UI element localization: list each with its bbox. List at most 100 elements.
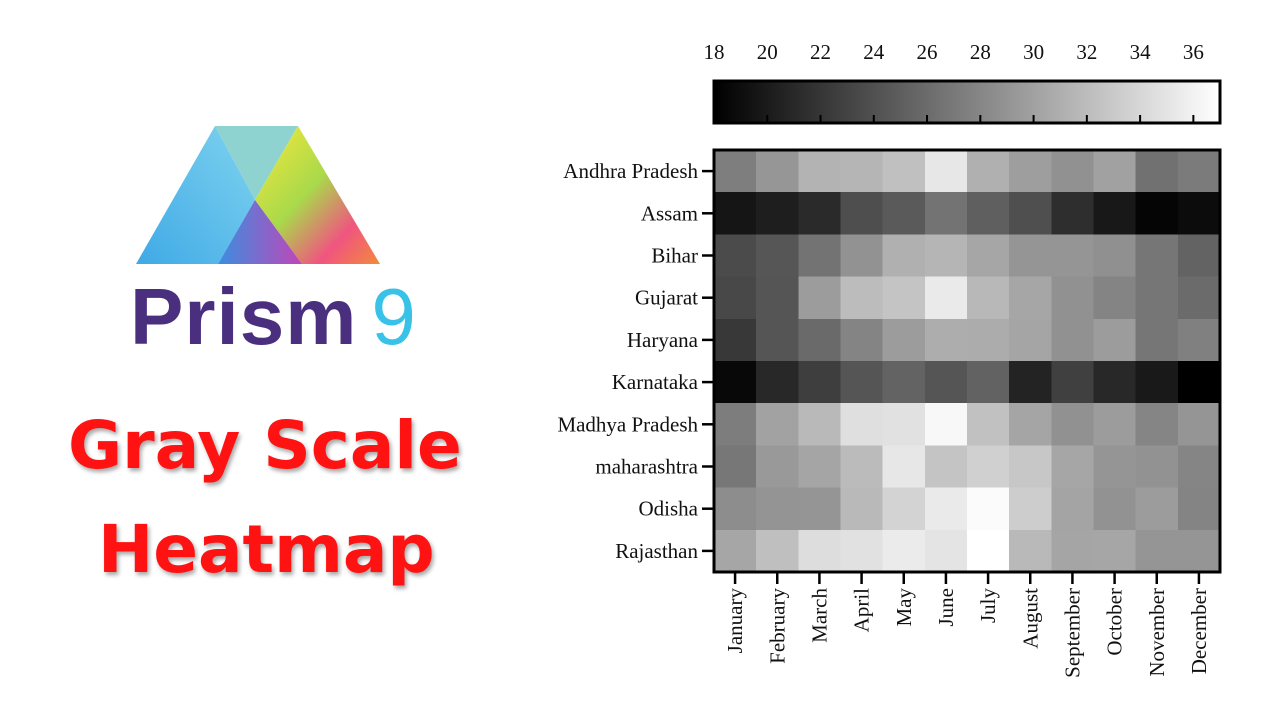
heatmap-cell xyxy=(1177,361,1221,404)
colorbar-tick-label: 28 xyxy=(970,40,991,64)
column-label: October xyxy=(1103,588,1127,656)
heatmap-cell xyxy=(1093,529,1137,573)
heatmap-cell xyxy=(756,276,799,320)
column-label: July xyxy=(976,588,1000,624)
heatmap-cell xyxy=(882,192,926,235)
heatmap-cell xyxy=(1009,192,1052,235)
heatmap-cell xyxy=(967,276,1010,320)
heatmap-cell xyxy=(1177,445,1221,489)
heatmap-cell xyxy=(840,529,884,573)
heatmap-cell xyxy=(967,361,1010,404)
headline-line-2: Heatmap xyxy=(98,511,435,588)
row-label: Andhra Pradesh xyxy=(563,159,698,183)
heatmap-cell xyxy=(1177,487,1221,531)
heatmap-cell xyxy=(798,192,842,235)
colorbar-tick-label: 20 xyxy=(757,40,778,64)
heatmap-cell xyxy=(924,150,968,193)
row-label: Rajasthan xyxy=(615,539,698,563)
colorbar-tick-label: 34 xyxy=(1130,40,1152,64)
heatmap-cell xyxy=(840,276,884,320)
heatmap-cell xyxy=(1009,234,1052,278)
headline-line-1: Gray Scale xyxy=(68,407,462,484)
heatmap-cell xyxy=(756,445,799,489)
heatmap-cell xyxy=(1051,403,1095,446)
row-label: Assam xyxy=(641,201,698,225)
heatmap-cell xyxy=(1135,318,1179,362)
row-label: maharashtra xyxy=(595,455,698,479)
heatmap-cell xyxy=(756,234,799,278)
heatmap-cell xyxy=(756,318,799,362)
heatmap-cell xyxy=(967,529,1010,573)
heatmap-frame xyxy=(712,148,1222,574)
heatmap-cell xyxy=(1135,150,1179,193)
heatmap-cell xyxy=(1135,529,1179,573)
heatmap-cell xyxy=(714,150,757,193)
column-label: January xyxy=(723,588,747,654)
colorbar-tick-label: 24 xyxy=(863,40,885,64)
heatmap-cell xyxy=(882,150,926,193)
heatmap-cell xyxy=(840,234,884,278)
heatmap-cell xyxy=(967,487,1010,531)
column-label: February xyxy=(765,588,789,664)
heatmap-cell xyxy=(1177,234,1221,278)
heatmap-cell xyxy=(798,445,842,489)
colorbar-tick-label: 26 xyxy=(917,40,938,64)
heatmap-cell xyxy=(1135,361,1179,404)
heatmap-cell xyxy=(1009,487,1052,531)
row-label: Madhya Pradesh xyxy=(557,412,698,436)
row-label: Gujarat xyxy=(635,286,698,310)
heatmap-cell xyxy=(967,318,1010,362)
brand-version: 9 xyxy=(371,272,417,361)
heatmap-cell xyxy=(756,487,799,531)
heatmap-cell xyxy=(714,361,757,404)
heatmap-cell xyxy=(967,150,1010,193)
heatmap-cell xyxy=(967,403,1010,446)
heatmap-cell xyxy=(924,361,968,404)
heatmap-cell xyxy=(924,487,968,531)
heatmap-cell xyxy=(1093,487,1137,531)
heatmap-cell xyxy=(798,234,842,278)
heatmap-cell xyxy=(1093,150,1137,193)
heatmap-cell xyxy=(1051,192,1095,235)
heatmap-cell xyxy=(840,318,884,362)
row-label: Odisha xyxy=(639,497,699,521)
heatmap-cell xyxy=(798,276,842,320)
row-label: Karnataka xyxy=(612,370,699,394)
heatmap-cell xyxy=(714,192,757,235)
heatmap-cell xyxy=(1135,276,1179,320)
heatmap-cell xyxy=(798,487,842,531)
heatmap-cell xyxy=(1177,403,1221,446)
heatmap-cell xyxy=(840,361,884,404)
heatmap-cell xyxy=(924,318,968,362)
heatmap-cell xyxy=(1009,403,1052,446)
column-label: May xyxy=(892,588,916,627)
heatmap-cell xyxy=(882,276,926,320)
heatmap-cell xyxy=(1093,234,1137,278)
heatmap-cell xyxy=(1177,150,1221,193)
colorbar xyxy=(712,79,1222,125)
heatmap-cell xyxy=(924,192,968,235)
heatmap-cell xyxy=(840,192,884,235)
heatmap-cell xyxy=(1177,529,1221,573)
heatmap-cell xyxy=(840,403,884,446)
row-label: Bihar xyxy=(651,244,698,268)
heatmap-cell xyxy=(967,234,1010,278)
heatmap-cell xyxy=(840,445,884,489)
heatmap-cell xyxy=(714,318,757,362)
heatmap-cell xyxy=(924,403,968,446)
heatmap-cell xyxy=(1051,445,1095,489)
heatmap-cell xyxy=(714,529,757,573)
heatmap-cell xyxy=(1009,361,1052,404)
heatmap-cell xyxy=(967,445,1010,489)
heatmap-cell xyxy=(1051,487,1095,531)
heatmap-cell xyxy=(924,529,968,573)
heatmap-cell xyxy=(1177,276,1221,320)
heatmap-cell xyxy=(1009,150,1052,193)
heatmap-cell xyxy=(1093,445,1137,489)
heatmap-cell xyxy=(1009,318,1052,362)
heatmap-cell xyxy=(1093,276,1137,320)
heatmap-cell xyxy=(1135,403,1179,446)
heatmap-cell xyxy=(1093,403,1137,446)
heatmap-cell xyxy=(1051,150,1095,193)
